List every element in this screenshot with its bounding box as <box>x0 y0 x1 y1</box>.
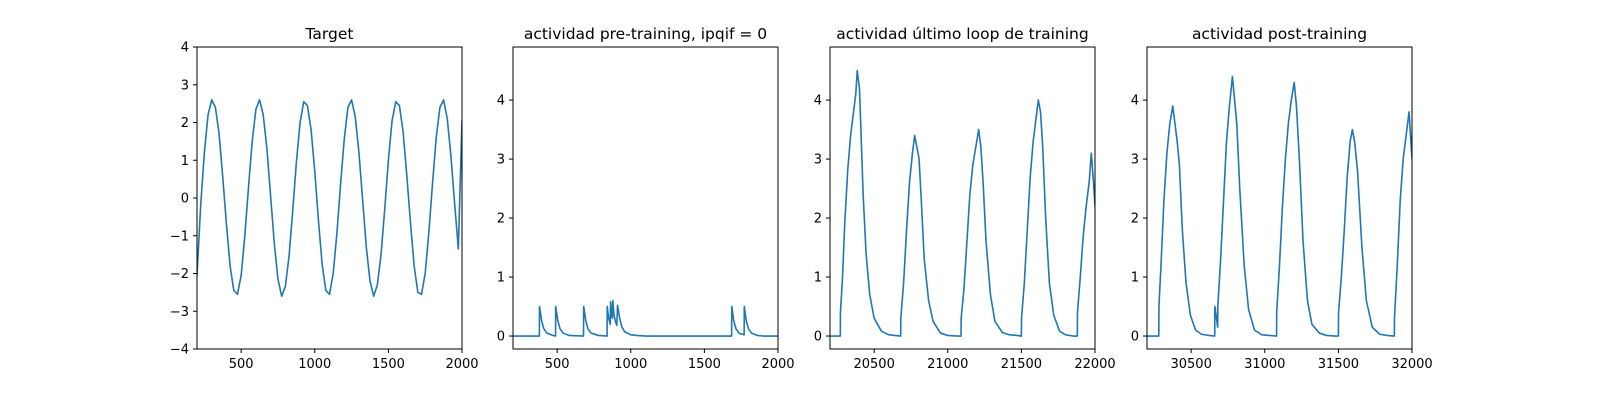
x-tick-label: 31000 <box>1244 357 1285 372</box>
x-tick-label: 1500 <box>688 357 721 372</box>
y-tick-label: 0 <box>1131 330 1139 345</box>
y-tick-label: 4 <box>1131 94 1139 109</box>
series-line-1 <box>830 69 1095 337</box>
axes-frame <box>196 46 463 350</box>
x-tick-label: 500 <box>545 357 570 372</box>
y-tick-label: −3 <box>170 305 189 320</box>
x-tick-label: 30500 <box>1170 357 1211 372</box>
x-tick-label: 22000 <box>1074 357 1115 372</box>
y-tick-label: 2 <box>814 212 822 227</box>
x-tick-label: 2000 <box>761 357 794 372</box>
y-tick-label: −4 <box>170 343 189 358</box>
y-tick-label: 3 <box>497 153 505 168</box>
y-tick-label: 1 <box>181 154 189 169</box>
x-tick-label: 21500 <box>1001 357 1042 372</box>
x-tick-label: 21000 <box>927 357 968 372</box>
panel-1: 500 1000 1500 2000 −4 −3 −2 −1 0 1 2 3 4 Target <box>170 25 479 372</box>
x-tick-label: 2000 <box>445 357 478 372</box>
axes-frame <box>512 46 779 350</box>
panel-title: actividad pre-training, ipqif = 0 <box>524 25 767 43</box>
panel-title: Target <box>305 25 354 43</box>
panel-title: actividad post-training <box>1192 25 1367 43</box>
y-tick-label: 4 <box>814 94 822 109</box>
x-tick-label: 31500 <box>1318 357 1359 372</box>
series-line-1 <box>197 99 462 297</box>
y-tick-label: 1 <box>497 271 505 286</box>
x-tick-label: 1000 <box>298 357 331 372</box>
y-tick-label: −2 <box>170 267 189 282</box>
y-tick-label: 2 <box>181 116 189 131</box>
x-tick-label: 1500 <box>372 357 405 372</box>
y-tick-label: 1 <box>814 271 822 286</box>
x-tick-label: 500 <box>229 357 254 372</box>
y-tick-label: 3 <box>181 78 189 93</box>
y-tick-label: 0 <box>814 330 822 345</box>
panel-2: 500 1000 1500 2000 0 1 2 3 4 actividad pre-traini… <box>497 25 795 372</box>
axes-frame <box>829 46 1096 350</box>
y-tick-label: 2 <box>497 212 505 227</box>
panel-title: actividad último loop de training <box>836 25 1088 43</box>
x-tick-label: 20500 <box>853 357 894 372</box>
y-tick-label: 1 <box>1131 271 1139 286</box>
x-tick-label: 1000 <box>614 357 647 372</box>
axes-frame <box>1146 46 1413 350</box>
y-tick-label: 4 <box>181 41 189 56</box>
y-tick-label: 4 <box>497 94 505 109</box>
y-tick-label: 3 <box>814 153 822 168</box>
x-tick-label: 32000 <box>1391 357 1432 372</box>
y-tick-label: −1 <box>170 229 189 244</box>
y-tick-label: 2 <box>1131 212 1139 227</box>
series-line-1 <box>1147 75 1412 337</box>
y-tick-label: 0 <box>181 192 189 207</box>
panel-4: 30500 31000 31500 32000 0 1 2 3 4 actividad post-… <box>1131 25 1433 372</box>
panel-3: 20500 21000 21500 22000 0 1 2 3 4 actividad últim… <box>814 25 1116 372</box>
series-line-1 <box>513 299 778 337</box>
y-tick-label: 3 <box>1131 153 1139 168</box>
y-tick-label: 0 <box>497 330 505 345</box>
